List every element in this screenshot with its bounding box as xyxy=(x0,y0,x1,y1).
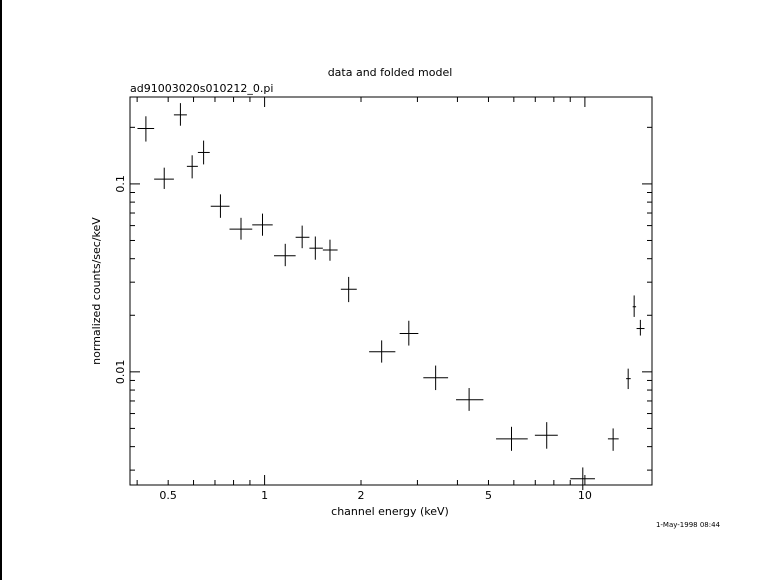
data-point xyxy=(636,319,645,336)
data-point xyxy=(229,217,253,240)
x-tick-label: 2 xyxy=(358,489,365,502)
plot-frame xyxy=(129,96,653,486)
x-tick-label: 0.5 xyxy=(159,489,177,502)
data-point xyxy=(399,320,419,346)
data-point xyxy=(456,388,484,411)
data-point xyxy=(137,116,155,142)
data-point xyxy=(322,239,338,261)
data-point xyxy=(210,194,230,218)
axis-tick-labels: 0.5 1 2 5 10 0.1 0.01 xyxy=(114,175,592,502)
data-point xyxy=(570,467,595,491)
x-tick-label: 5 xyxy=(485,489,492,502)
data-point xyxy=(252,213,273,236)
data-point xyxy=(197,140,210,165)
y-axis-label: normalized counts/sec/keV xyxy=(90,217,103,365)
data-point xyxy=(186,155,198,179)
data-point xyxy=(607,428,619,451)
x-tick-label: 10 xyxy=(578,489,592,502)
data-point xyxy=(173,103,187,126)
data-point xyxy=(309,236,323,260)
y-tick-label: 0.01 xyxy=(114,360,127,385)
left-border-line xyxy=(0,0,2,580)
data-point xyxy=(295,225,310,249)
data-point xyxy=(626,368,631,390)
chart-title: data and folded model xyxy=(328,66,453,79)
chart-subtitle: ad91003020s010212_0.pi xyxy=(130,82,273,95)
data-point xyxy=(496,426,528,451)
x-axis-label: channel energy (keV) xyxy=(331,505,449,518)
x-tick-label: 1 xyxy=(261,489,268,502)
data-point xyxy=(340,276,357,303)
data-point xyxy=(274,243,296,267)
data-point xyxy=(534,422,558,449)
data-point xyxy=(632,295,637,317)
axis-ticks xyxy=(130,97,652,485)
y-tick-label: 0.1 xyxy=(114,175,127,193)
data-point xyxy=(369,340,396,363)
data-points xyxy=(137,103,645,491)
data-point xyxy=(154,167,174,189)
data-point xyxy=(423,365,449,391)
timestamp-label: 1-May-1998 08:44 xyxy=(656,521,721,529)
